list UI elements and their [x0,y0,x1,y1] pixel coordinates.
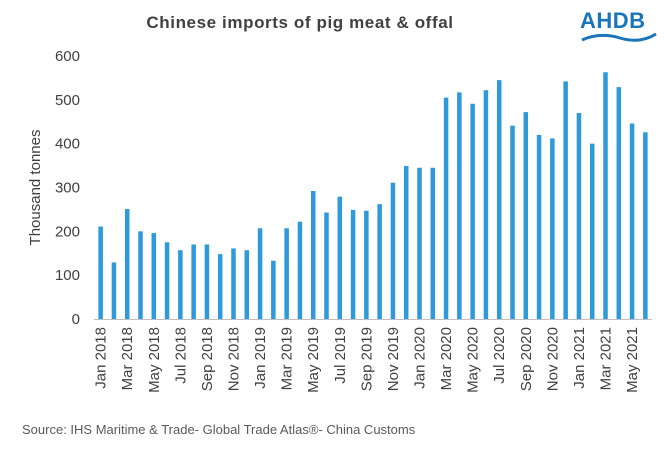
x-tick-label: May 2021 [624,327,641,393]
bar [403,166,409,319]
bar [124,208,130,319]
y-tick-label: 300 [55,180,80,197]
bar [550,138,555,319]
bar [643,132,648,319]
x-tick-label: Jan 2018 [93,327,110,389]
bar [457,92,462,319]
source-note: Source: IHS Maritime & Trade- Global Tra… [22,422,416,437]
y-tick-label: 100 [55,267,80,284]
y-tick-label: 200 [55,223,80,240]
bar [191,244,196,319]
x-tick-label: Sep 2018 [199,327,216,391]
chart-title: Chinese imports of pig meat & offal [146,13,454,32]
bar [536,134,542,319]
x-tick-label: Jan 2021 [571,327,588,389]
x-tick-label: May 2018 [146,327,163,393]
bar [164,242,170,319]
x-tick-label: Mar 2019 [279,327,296,390]
bar [496,80,502,319]
y-tick-label: 500 [55,92,80,109]
x-tick-label: Jul 2019 [332,327,349,384]
x-tick-label: Jan 2020 [412,327,429,389]
y-tick-label: 600 [55,48,80,65]
bar [603,72,608,320]
bar [204,244,210,319]
x-tick-label: Nov 2020 [544,327,561,391]
bar [616,87,622,319]
bar [377,204,382,319]
bar [271,260,276,319]
bar [364,210,369,319]
bar [350,209,356,319]
bar [98,226,103,319]
bar [111,262,117,319]
bar [443,97,449,320]
bar [310,191,316,319]
x-tick-label: May 2019 [305,327,322,393]
y-axis-label: Thousand tonnes [27,130,44,246]
x-axis-ticks: Jan 2018 Mar 2018 May 2018 Jul 2018 Sep 2018… [93,327,641,393]
x-tick-label: Jul 2020 [491,327,508,384]
x-tick-label: Nov 2018 [226,327,243,391]
logo-wave-icon [581,32,657,42]
bar [629,123,635,320]
bars [98,72,648,320]
bar [231,248,236,319]
bar [337,196,343,319]
bar [417,167,422,319]
bar [523,112,529,320]
y-tick-label: 0 [72,311,80,328]
x-tick-label: Mar 2020 [438,327,455,390]
x-tick-label: Mar 2018 [119,327,136,390]
bar [470,103,475,319]
bar [257,228,263,319]
y-axis-label-group: Thousand tonnes [27,130,44,246]
bar [576,112,582,319]
x-tick-label: May 2020 [465,327,482,393]
x-tick-label: Sep 2020 [518,327,535,391]
bar [138,231,143,319]
bar [151,233,157,319]
y-axis-ticks: 0 100 200 300 400 500 600 [55,48,80,328]
x-tick-label: Jan 2019 [252,327,269,389]
bar [284,228,289,319]
bar [244,250,250,319]
x-tick-label: Jul 2018 [172,327,189,384]
bar [563,81,568,319]
bar [297,221,303,319]
bar [178,250,183,319]
x-tick-label: Mar 2021 [598,327,615,390]
bar [390,182,396,319]
bar [217,254,223,319]
ahdb-logo: AHDB [580,8,658,48]
bar [324,212,329,319]
bar [589,143,595,319]
logo-text: AHDB [580,8,646,33]
y-tick-label: 400 [55,136,80,153]
x-tick-label: Sep 2019 [358,327,375,391]
bar [510,125,515,319]
bar [483,90,489,319]
bar [430,167,436,319]
x-tick-label: Nov 2019 [385,327,402,391]
